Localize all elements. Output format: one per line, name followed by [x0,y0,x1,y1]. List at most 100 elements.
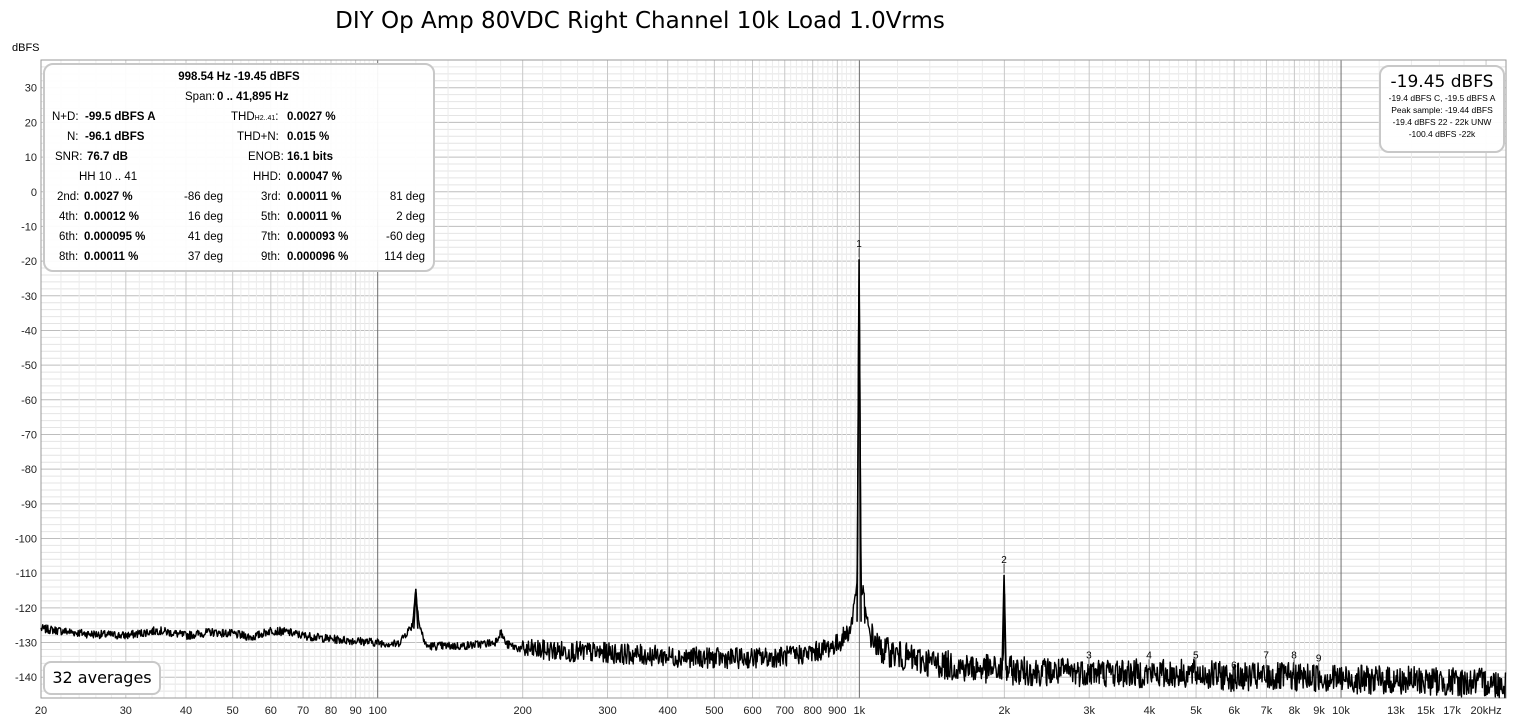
x-tick-label: 3k [1083,705,1095,717]
measurement-info-box: 998.54 Hz -19.45 dBFS Span: 0 .. 41,895 … [43,63,435,272]
x-tick-label: 20kHz [1470,705,1501,717]
x-tick-label: 5k [1190,705,1202,717]
harmonic-marker-label: 4 [1146,650,1152,661]
harmonic-6-label: 6th: [59,231,79,243]
x-tick-label: 20 [35,705,47,717]
enob-value: 16.1 bits [287,151,334,163]
x-tick-labels: 20 30 40 50 60 70 80 90 100 200 300 400 500 600 700 800… [35,705,1502,717]
y-tick-label: -80 [21,464,37,476]
harmonic-8-value: 0.00011 % [84,251,139,263]
x-tick-label: 90 [350,705,362,717]
x-tick-label: 40 [180,705,192,717]
harmonic-2-phase: -86 deg [183,191,223,203]
harmonic-8-phase: 37 deg [187,251,223,263]
y-tick-label: 0 [31,187,37,199]
thd-label: THDH2..41: [231,111,279,123]
level-line-1: -19.4 dBFS C, -19.5 dBFS A [1388,93,1496,103]
y-tick-label: -140 [15,672,37,684]
x-tick-label: 100 [369,705,387,717]
spectrum-peak [856,259,862,622]
fundamental-readout: 998.54 Hz -19.45 dBFS [178,71,300,83]
harmonic-9-value: 0.000096 % [287,251,349,263]
x-tick-label: 60 [265,705,277,717]
harmonic-4-label: 4th: [59,211,79,223]
x-tick-label: 30 [120,705,132,717]
y-tick-label: -20 [21,256,37,268]
harmonic-2-label: 2nd: [57,191,80,203]
harmonic-7-value: 0.000093 % [287,231,349,243]
chart-title: DIY Op Amp 80VDC Right Channel 10k Load … [335,8,945,34]
x-tick-label: 300 [598,705,616,717]
y-tick-label: 10 [25,152,37,164]
plot-frame [40,59,1507,699]
y-tick-label: -40 [21,325,37,337]
x-tick-label: 800 [804,705,822,717]
harmonic-4-value: 0.00012 % [84,211,139,223]
span-label: Span: [185,91,216,103]
x-tick-label: 80 [325,705,337,717]
harmonic-marker-label: 9 [1316,654,1322,665]
harmonic-5-phase: 2 deg [396,211,425,223]
harmonic-marker-label: 5 [1193,650,1199,661]
harmonic-marker-label: 2 [1001,555,1007,566]
level-line-3: -19.4 dBFS 22 - 22k UNW [1392,117,1492,127]
x-tick-label: 900 [828,705,846,717]
x-tick-label: 1k [854,705,866,717]
harmonic-5-value: 0.00011 % [287,211,342,223]
y-tick-label: -90 [21,499,37,511]
x-tick-label: 200 [514,705,532,717]
series-layer [40,259,1507,699]
harmonic-5-label: 5th: [261,211,281,223]
x-tick-label: 8k [1289,705,1301,717]
n-label: N: [67,131,79,143]
y-tick-label: -50 [21,360,37,372]
harmonic-7-phase: -60 deg [385,231,425,243]
spectrum-trace [40,278,1507,699]
harmonic-marker-label: 3 [1086,650,1092,661]
x-tick-label: 13k [1387,705,1405,717]
hhd-value: 0.00047 % [287,171,342,183]
snr-value: 76.7 dB [87,151,128,163]
thd-label-sub: H2..41 [254,115,276,122]
x-tick-label: 9k [1313,705,1325,717]
harmonic-3-label: 3rd: [261,191,281,203]
y-tick-label: -120 [15,603,37,615]
averages-badge: 32 averages [43,661,161,695]
x-tick-label: 17k [1443,705,1461,717]
snr-label: SNR: [55,151,83,163]
axes [40,59,1507,699]
harmonic-marker-label: 1 [856,239,862,250]
nd-value: -99.5 dBFS A [85,111,156,123]
harmonic-6-phase: 41 deg [187,231,223,243]
harmonic-markers: 1 2 3 4 5 6 7 8 9 [856,239,1322,679]
thdn-value: 0.015 % [287,131,330,143]
x-tick-label: 600 [743,705,761,717]
harmonic-4-phase: 16 deg [187,211,223,223]
harmonic-7-label: 7th: [261,231,281,243]
y-tick-labels: 30 20 10 0 -10 -20 -30 -40 -50 -60 -70 -80 -90 -100 -1… [15,83,37,684]
x-tick-label: 400 [659,705,677,717]
span-value: 0 .. 41,895 Hz [217,91,289,103]
x-tick-label: 6k [1228,705,1240,717]
y-tick-label: -110 [16,568,37,580]
spectrum-peak [413,588,419,629]
x-tick-label: 7k [1261,705,1273,717]
y-tick-label: -10 [21,221,37,233]
x-tick-label: 10k [1332,705,1350,717]
harmonic-9-phase: 114 deg [384,251,425,263]
x-tick-label: 500 [705,705,723,717]
n-value: -96.1 dBFS [85,131,145,143]
y-axis-label: dBFS [12,42,40,54]
harmonic-marker-label: 7 [1263,650,1269,661]
x-tick-label: 70 [297,705,309,717]
harmonic-3-phase: 81 deg [389,191,425,203]
harmonic-9-label: 9th: [261,251,281,263]
y-tick-label: 30 [25,83,37,95]
level-line-4: -100.4 dBFS -22k [1408,129,1476,139]
y-tick-label: -30 [21,291,37,303]
thdn-label: THD+N: [237,131,279,143]
y-tick-label: -100 [15,534,37,546]
thd-value: 0.0027 % [287,111,336,123]
enob-label: ENOB: [248,151,284,163]
harmonic-3-value: 0.00011 % [287,191,342,203]
